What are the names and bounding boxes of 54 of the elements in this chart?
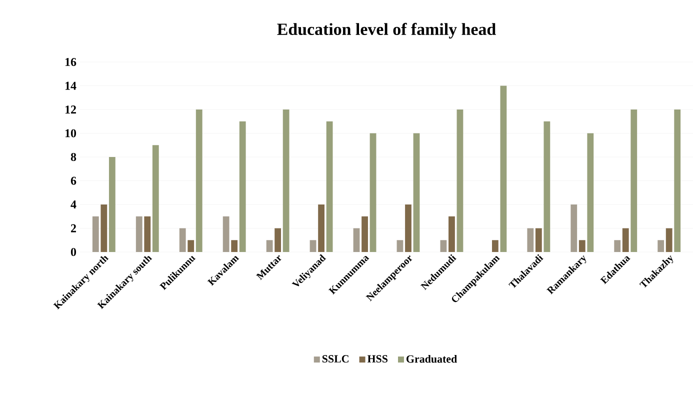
bar	[266, 240, 273, 252]
bar	[544, 121, 550, 252]
bar	[578, 240, 586, 252]
legend-label: HSS	[367, 355, 388, 363]
bar	[622, 228, 629, 252]
bar	[136, 216, 142, 252]
bar	[274, 228, 282, 252]
bar	[666, 228, 672, 252]
bar	[362, 216, 368, 252]
bar	[448, 216, 455, 252]
bar	[152, 145, 159, 252]
bar	[570, 204, 578, 252]
bar	[535, 228, 542, 252]
bar	[440, 240, 447, 252]
bar	[492, 240, 498, 252]
bar	[500, 86, 507, 252]
y-tick-label: 10	[65, 129, 76, 138]
bar	[108, 157, 116, 252]
bar	[658, 240, 664, 252]
y-tick-label: 14	[65, 82, 76, 90]
legend-label: SSLC	[322, 355, 348, 363]
legend-label: Graduated	[406, 354, 457, 363]
bar	[188, 240, 194, 252]
bar	[222, 216, 230, 252]
y-tick-label: 2	[71, 224, 76, 232]
bar	[674, 110, 681, 252]
chart-title: Education level of family head	[277, 22, 496, 39]
y-tick-label: 0	[70, 248, 76, 256]
bar	[614, 240, 621, 252]
bar	[310, 240, 316, 252]
y-tick-label: 4	[70, 200, 76, 208]
y-tick-label: 12	[65, 106, 76, 114]
bar	[144, 216, 151, 252]
bar	[587, 133, 594, 252]
bar	[456, 110, 464, 252]
bar	[630, 110, 638, 252]
y-tick-label: 6	[70, 176, 76, 185]
bar	[196, 110, 202, 252]
bar	[353, 228, 360, 252]
bar	[179, 228, 186, 252]
y-tick-label: 16	[65, 58, 76, 66]
bar	[318, 204, 324, 252]
bar	[282, 110, 290, 252]
bar	[527, 228, 534, 252]
bar	[239, 121, 246, 252]
bar	[92, 216, 99, 252]
bar	[231, 240, 238, 252]
bar	[326, 121, 333, 252]
bar	[413, 133, 420, 252]
bar	[405, 204, 412, 252]
bar	[396, 240, 404, 252]
bar	[100, 204, 108, 252]
bar	[370, 133, 376, 252]
y-tick-label: 8	[70, 152, 76, 162]
